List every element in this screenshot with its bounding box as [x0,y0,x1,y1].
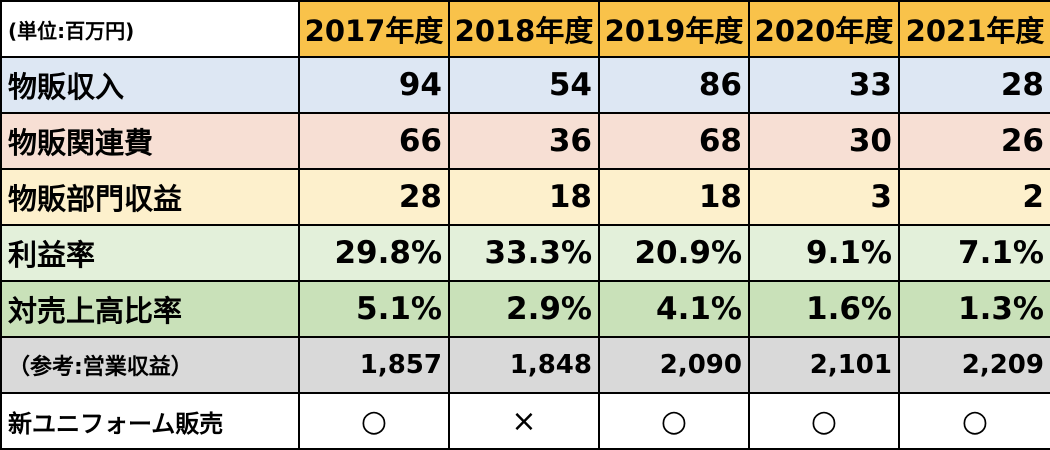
year-2021-header: 2021年度 [898,0,1050,58]
value-cell: 3 [748,168,900,226]
value-cell: 18 [448,168,600,226]
value-cell: 1.6% [748,280,900,338]
row-label: 物販関連費 [0,112,300,170]
value-cell: 28 [898,56,1050,114]
row-merchandise-profit: 物販部門収益 28 18 18 3 2 [0,168,1050,226]
value-cell: 26 [898,112,1050,170]
value-cell: 4.1% [598,280,750,338]
year-2019-header: 2019年度 [598,0,750,58]
row-label: 物販収入 [0,56,300,114]
value-cell: 54 [448,56,600,114]
row-label: 利益率 [0,224,300,282]
value-cell: 36 [448,112,600,170]
value-cell: 33.3% [448,224,600,282]
row-merchandise-costs: 物販関連費 66 36 68 30 26 [0,112,1050,170]
value-cell: 1,857 [298,336,450,394]
value-cell: 86 [598,56,750,114]
row-operating-revenue-reference: （参考:営業収益） 1,857 1,848 2,090 2,101 2,209 [0,336,1050,394]
mark-cell: ○ [298,392,450,450]
value-cell: 2.9% [448,280,600,338]
mark-cell: ○ [898,392,1050,450]
value-cell: 9.1% [748,224,900,282]
year-2020-header: 2020年度 [748,0,900,58]
value-cell: 29.8% [298,224,450,282]
value-cell: 2,209 [898,336,1050,394]
mark-cell: ○ [598,392,750,450]
row-new-uniform-sales: 新ユニフォーム販売 ○ × ○ ○ ○ [0,392,1050,450]
mark-cell: ○ [748,392,900,450]
value-cell: 20.9% [598,224,750,282]
value-cell: 2,101 [748,336,900,394]
value-cell: 28 [298,168,450,226]
row-sales-ratio: 対売上高比率 5.1% 2.9% 4.1% 1.6% 1.3% [0,280,1050,338]
value-cell: 18 [598,168,750,226]
value-cell: 7.1% [898,224,1050,282]
value-cell: 1,848 [448,336,600,394]
row-label: 物販部門収益 [0,168,300,226]
row-label: （参考:営業収益） [0,336,300,394]
row-label: 新ユニフォーム販売 [0,392,300,450]
value-cell: 68 [598,112,750,170]
value-cell: 94 [298,56,450,114]
unit-label: (単位:百万円) [0,0,300,58]
value-cell: 5.1% [298,280,450,338]
mark-cell: × [448,392,600,450]
year-2017-header: 2017年度 [298,0,450,58]
value-cell: 2,090 [598,336,750,394]
year-2018-header: 2018年度 [448,0,600,58]
value-cell: 66 [298,112,450,170]
header-row: (単位:百万円) 2017年度 2018年度 2019年度 2020年度 202… [0,0,1050,58]
value-cell: 33 [748,56,900,114]
value-cell: 30 [748,112,900,170]
value-cell: 1.3% [898,280,1050,338]
value-cell: 2 [898,168,1050,226]
row-label: 対売上高比率 [0,280,300,338]
row-merchandise-revenue: 物販収入 94 54 86 33 28 [0,56,1050,114]
row-profit-margin: 利益率 29.8% 33.3% 20.9% 9.1% 7.1% [0,224,1050,282]
